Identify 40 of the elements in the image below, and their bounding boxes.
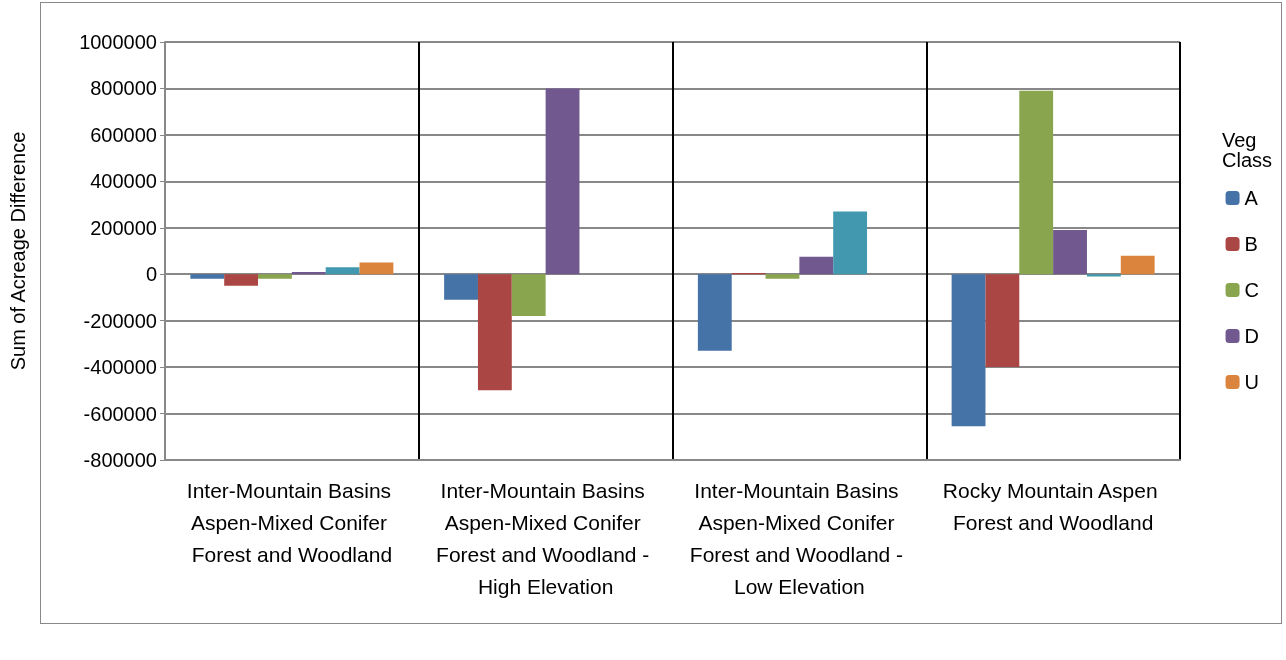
legend-label: B xyxy=(1244,233,1258,255)
y-tick-label: -800000 xyxy=(83,449,157,471)
bar xyxy=(359,262,394,275)
x-tick-label: Rocky Mountain Aspen Forest and Woodland xyxy=(942,478,1164,534)
y-tick-label: 400000 xyxy=(90,170,157,193)
bar xyxy=(444,274,478,300)
bar xyxy=(1120,255,1155,275)
bar xyxy=(477,274,512,391)
legend-label: C xyxy=(1244,279,1260,301)
bar xyxy=(258,274,292,279)
y-tick-label: -200000 xyxy=(83,309,157,332)
x-tick-label: Inter-Mountain Basins Aspen-Mixed Conifer Forest and Woodland xyxy=(186,478,397,566)
x-tick-label: Inter-Mountain Basins Aspen-Mixed Conifer Forest and Woodland - Low Elevation xyxy=(689,478,909,598)
y-tick-label: -400000 xyxy=(83,356,157,379)
bar xyxy=(224,274,259,286)
bar xyxy=(545,88,580,275)
bar xyxy=(1019,90,1054,275)
bar xyxy=(765,274,800,279)
bar xyxy=(951,274,986,427)
bar xyxy=(1086,274,1121,277)
bar xyxy=(325,267,360,275)
bar xyxy=(985,274,1020,368)
legend-label: U xyxy=(1244,371,1260,393)
bar xyxy=(511,274,546,317)
bar xyxy=(697,274,732,351)
bar xyxy=(190,274,225,279)
legend-label: D xyxy=(1244,325,1260,347)
legend-title: Veg Class xyxy=(1221,129,1273,171)
y-tick-label: 1000000 xyxy=(79,31,157,53)
bar xyxy=(799,256,834,275)
y-tick-label: 600000 xyxy=(90,123,157,146)
y-tick-label: 0 xyxy=(145,263,157,286)
bar xyxy=(1053,230,1087,275)
x-tick-label: Inter-Mountain Basins Aspen-Mixed Conifer Forest and Woodland - High Elevation xyxy=(436,478,656,598)
legend-label: A xyxy=(1244,187,1259,209)
y-tick-label: 200000 xyxy=(90,216,157,239)
y-axis-title: Sum of Acreage Difference xyxy=(7,131,29,371)
bar xyxy=(833,211,868,275)
y-tick-label: -600000 xyxy=(83,402,157,425)
y-tick-label: 800000 xyxy=(90,77,157,100)
